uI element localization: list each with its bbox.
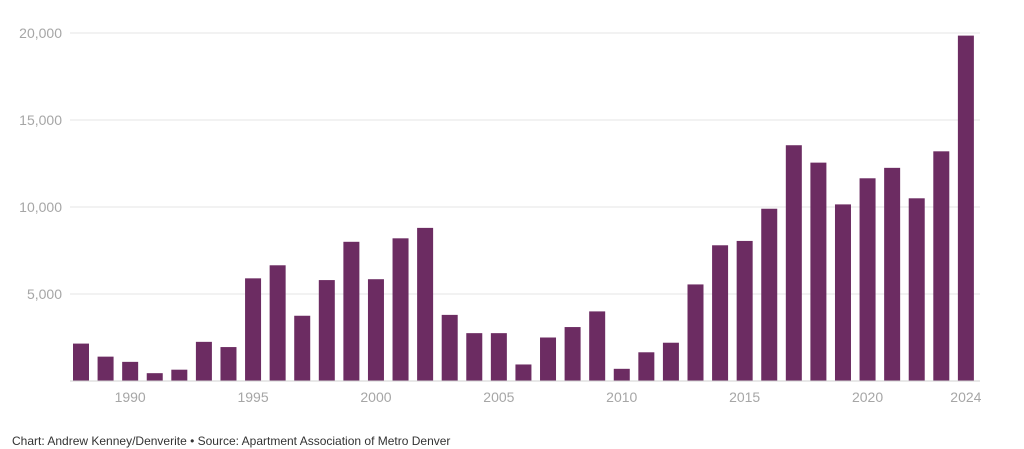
bar bbox=[97, 356, 114, 381]
bar bbox=[392, 238, 409, 381]
x-tick-label: 2010 bbox=[606, 389, 637, 405]
bar bbox=[122, 361, 139, 381]
bar bbox=[367, 279, 384, 381]
x-tick-label: 2000 bbox=[360, 389, 391, 405]
x-tick-label: 1990 bbox=[115, 389, 146, 405]
x-axis: 1990 1995 2000 2005 2010 2015 2020 2024 bbox=[115, 389, 982, 405]
y-axis: 5,000 10,000 15,000 20,000 bbox=[19, 25, 62, 302]
bar bbox=[613, 368, 630, 381]
bar bbox=[269, 265, 286, 381]
gridlines bbox=[70, 32, 980, 295]
bar bbox=[515, 364, 532, 381]
chart-credit: Chart: Andrew Kenney/Denverite • Source:… bbox=[12, 434, 451, 448]
bar bbox=[294, 315, 311, 381]
bar bbox=[490, 333, 507, 381]
bar bbox=[662, 342, 679, 381]
bar bbox=[834, 204, 851, 381]
x-tick-label: 2015 bbox=[729, 389, 760, 405]
bar bbox=[589, 311, 606, 381]
bar bbox=[220, 347, 237, 381]
x-tick-label: 2005 bbox=[483, 389, 514, 405]
bar bbox=[466, 333, 483, 381]
x-tick-label: 1995 bbox=[237, 389, 268, 405]
bar bbox=[933, 151, 950, 381]
bar bbox=[785, 145, 802, 381]
bar bbox=[736, 240, 753, 381]
bar bbox=[195, 341, 212, 381]
bar bbox=[859, 178, 876, 381]
bar bbox=[638, 352, 655, 381]
y-tick-label: 10,000 bbox=[19, 199, 62, 215]
x-tick-label: 2024 bbox=[950, 389, 981, 405]
bar bbox=[441, 314, 458, 381]
bar bbox=[540, 337, 557, 381]
bar bbox=[245, 278, 262, 381]
y-tick-label: 20,000 bbox=[19, 25, 62, 41]
bar bbox=[884, 167, 901, 381]
bar bbox=[343, 241, 360, 381]
bar bbox=[318, 280, 335, 381]
bar bbox=[171, 369, 188, 381]
bar bbox=[908, 198, 925, 381]
y-tick-label: 5,000 bbox=[27, 286, 62, 302]
bar bbox=[73, 343, 89, 381]
bar bbox=[810, 162, 827, 381]
x-tick-label: 2020 bbox=[852, 389, 883, 405]
bar bbox=[712, 245, 729, 381]
bar bbox=[761, 208, 778, 381]
bar bbox=[687, 284, 704, 381]
bars bbox=[73, 35, 974, 382]
bar bbox=[417, 227, 434, 381]
bar bbox=[957, 35, 974, 382]
bar bbox=[146, 373, 163, 381]
bar bbox=[564, 327, 581, 381]
y-tick-label: 15,000 bbox=[19, 112, 62, 128]
